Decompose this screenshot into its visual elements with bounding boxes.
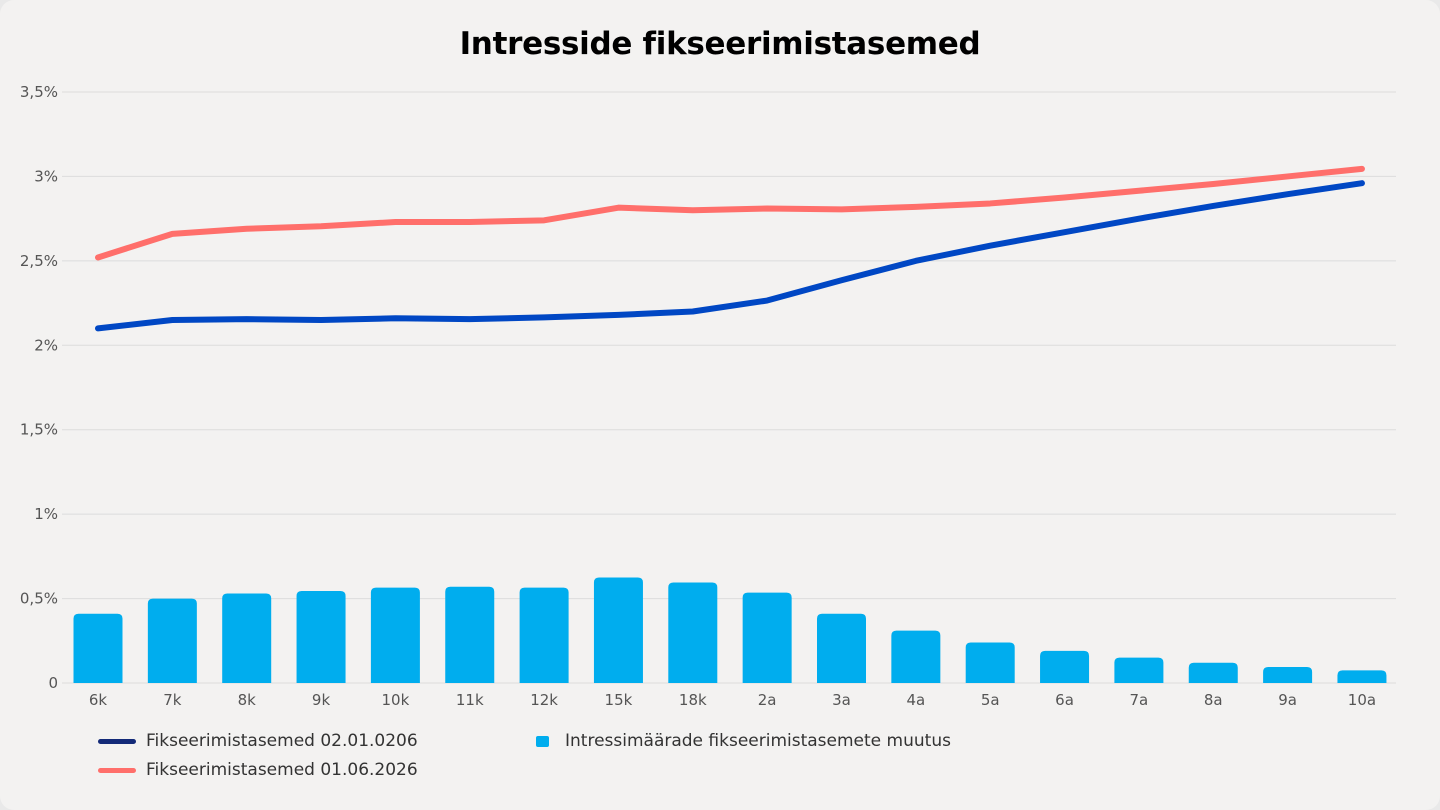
x-tick-label: 8a	[1204, 691, 1223, 709]
legend-swatch-series-a	[98, 738, 136, 744]
bar	[1337, 670, 1387, 683]
y-tick-label: 0,5%	[20, 590, 58, 608]
bar	[817, 613, 866, 683]
x-tick-label: 10k	[382, 691, 410, 709]
legend-swatch-bars	[536, 735, 549, 747]
x-tick-label: 5a	[981, 691, 1000, 709]
series-line-01-06-2026	[95, 165, 1365, 261]
x-tick-label: 7k	[163, 691, 182, 709]
chart-title: Intresside fikseerimistasemed	[459, 26, 981, 62]
y-tick-label: 3%	[34, 167, 58, 185]
y-tick-label: 1%	[34, 505, 58, 523]
x-tick-label: 12k	[530, 691, 558, 709]
y-tick-label: 2%	[34, 336, 58, 354]
x-tick-label: 8k	[238, 691, 257, 709]
x-tick-label: 9k	[312, 691, 331, 709]
x-tick-label: 15k	[605, 691, 633, 709]
bar	[668, 582, 718, 683]
x-tick-label: 3a	[832, 691, 851, 709]
bar	[891, 630, 941, 683]
bar	[370, 587, 420, 683]
bar	[1263, 666, 1313, 683]
bar	[742, 592, 792, 683]
y-tick-label: 0	[48, 674, 58, 692]
bar	[222, 593, 272, 683]
x-tick-label: 6k	[89, 691, 108, 709]
x-tick-label: 6a	[1055, 691, 1074, 709]
bar	[965, 642, 1015, 683]
series-line-02-01-0206	[95, 180, 1365, 332]
bar	[73, 613, 123, 683]
legend-label-series-a: Fikseerimistasemed 02.01.0206	[146, 731, 418, 751]
legend-label-series-b: Fikseerimistasemed 01.06.2026	[146, 760, 418, 780]
x-tick-label: 4a	[906, 691, 925, 709]
x-tick-label: 10a	[1348, 691, 1376, 709]
x-tick-label: 18k	[679, 691, 707, 709]
x-tick-label: 9a	[1278, 691, 1297, 709]
y-tick-label: 1,5%	[20, 421, 58, 439]
legend-swatch-series-b	[98, 767, 136, 773]
legend-item-series-a[interactable]: Fikseerimistasemed 02.01.0206	[98, 731, 418, 751]
bar	[1188, 662, 1238, 683]
bar	[147, 598, 197, 683]
bar	[593, 577, 643, 683]
legend-item-bars[interactable]: Intressimäärade fikseerimistasemete muut…	[536, 731, 951, 751]
bar	[296, 590, 346, 683]
bar	[1040, 650, 1090, 683]
bar	[445, 586, 495, 683]
x-tick-label: 2a	[758, 691, 777, 709]
bar	[1114, 657, 1164, 683]
legend-item-series-b[interactable]: Fikseerimistasemed 01.06.2026	[98, 760, 418, 780]
y-tick-label: 2,5%	[20, 252, 58, 270]
x-tick-label: 7a	[1130, 691, 1149, 709]
bar	[519, 587, 569, 683]
y-tick-label: 3,5%	[20, 83, 58, 101]
x-tick-label: 11k	[456, 691, 484, 709]
legend-label-bars: Intressimäärade fikseerimistasemete muut…	[565, 731, 951, 751]
